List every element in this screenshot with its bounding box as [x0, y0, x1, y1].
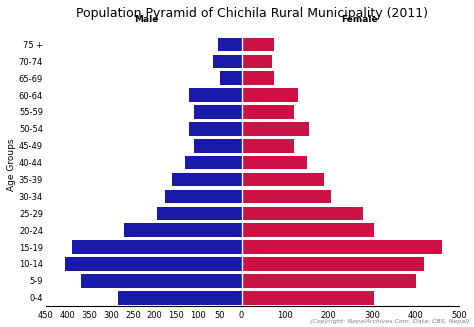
Bar: [242, 223, 374, 237]
Bar: [118, 291, 242, 304]
Bar: [185, 156, 242, 169]
Bar: [242, 88, 298, 102]
Bar: [172, 173, 242, 186]
Bar: [194, 105, 242, 119]
Bar: [242, 274, 416, 288]
Bar: [165, 190, 242, 203]
Bar: [242, 55, 272, 68]
Bar: [242, 122, 309, 136]
Bar: [242, 240, 442, 254]
Bar: [242, 257, 424, 271]
Bar: [242, 38, 274, 51]
Bar: [242, 72, 274, 85]
Bar: [157, 207, 242, 220]
Y-axis label: Age Groups: Age Groups: [7, 138, 16, 191]
Bar: [242, 207, 364, 220]
Text: Male: Male: [134, 15, 158, 24]
Bar: [72, 240, 242, 254]
Bar: [220, 72, 242, 85]
Bar: [242, 105, 294, 119]
Bar: [242, 173, 324, 186]
Text: Female: Female: [341, 15, 377, 24]
Bar: [189, 122, 242, 136]
Bar: [189, 88, 242, 102]
Bar: [213, 55, 242, 68]
Text: (Copyright: NepalArchives.Com. Data: CBS, Nepal): (Copyright: NepalArchives.Com. Data: CBS…: [310, 319, 469, 324]
Bar: [218, 38, 242, 51]
Title: Population Pyramid of Chichila Rural Municipality (2011): Population Pyramid of Chichila Rural Mun…: [76, 7, 428, 20]
Bar: [242, 139, 294, 152]
Bar: [194, 139, 242, 152]
Bar: [65, 257, 242, 271]
Bar: [81, 274, 242, 288]
Bar: [242, 190, 331, 203]
Bar: [124, 223, 242, 237]
Bar: [242, 156, 307, 169]
Bar: [242, 291, 374, 304]
